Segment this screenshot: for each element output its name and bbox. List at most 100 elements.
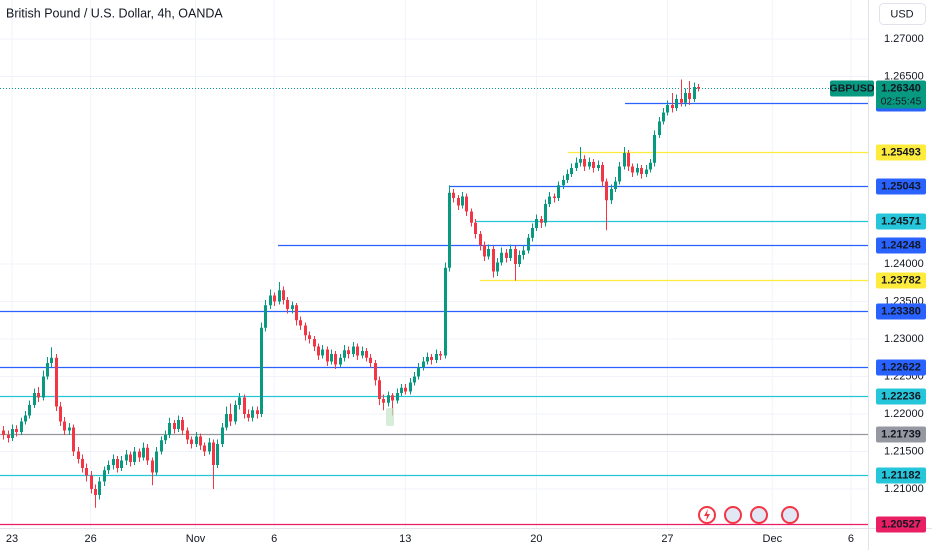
candle-body [688, 93, 691, 99]
candle-body [391, 395, 394, 401]
candle-body [85, 468, 88, 476]
candle-body [505, 252, 508, 258]
candle-body [522, 250, 525, 255]
candle-body [164, 435, 167, 441]
y-tick-label: 1.24000 [884, 258, 924, 270]
candle-body [68, 427, 71, 431]
candle-body [483, 245, 486, 257]
event-icon[interactable] [724, 506, 742, 524]
candle-body [15, 429, 18, 432]
candle-body [631, 166, 634, 173]
candle-body [684, 93, 687, 103]
candle-body [566, 174, 569, 180]
candle-body [208, 442, 211, 452]
candle-body [304, 325, 307, 336]
event-icon[interactable] [750, 506, 768, 524]
candle-body [125, 454, 128, 461]
candle-body [500, 252, 503, 263]
y-tick-label: 1.22000 [884, 408, 924, 420]
candle-body [247, 414, 250, 418]
candle-body [356, 346, 359, 356]
candle-body [680, 99, 683, 103]
candle-body [234, 405, 237, 422]
candle-body [282, 290, 285, 300]
level-label: 1.21739 [881, 428, 921, 440]
candle-body [238, 397, 241, 405]
candle-body [347, 350, 350, 354]
candle-body [492, 249, 495, 272]
candle-body [313, 339, 316, 347]
event-icon-glyph [704, 509, 710, 521]
candle-body [339, 357, 342, 365]
candle-body [50, 357, 53, 363]
candle-body [212, 442, 215, 465]
level-label: 1.22622 [881, 361, 921, 373]
candle-body [557, 185, 560, 198]
candle-body [2, 430, 5, 435]
level-label: 1.24571 [881, 215, 921, 227]
candle-body [649, 162, 652, 170]
candle-body [378, 380, 381, 399]
candle-body [448, 192, 451, 268]
level-label: 1.25043 [881, 180, 921, 192]
candle-body [55, 357, 58, 407]
candle-body [321, 349, 324, 356]
candle-body [605, 181, 608, 201]
x-tick-label: 6 [848, 533, 854, 545]
candle-body [583, 159, 586, 167]
x-tick-label: Nov [186, 533, 206, 545]
candle-body [11, 429, 14, 438]
candle-body [426, 357, 429, 362]
candle-body [422, 361, 425, 368]
level-label-bg [876, 303, 926, 320]
candle-body [675, 99, 678, 108]
x-tick-label: 27 [661, 533, 673, 545]
level-label: 1.21182 [881, 469, 920, 481]
candle-body [37, 393, 40, 398]
x-tick-label: 26 [85, 533, 97, 545]
currency-button[interactable] [879, 3, 926, 25]
countdown: 02:55:45 [881, 95, 922, 107]
candle-body [256, 410, 259, 414]
candle-body [151, 460, 154, 473]
candle-body [396, 393, 399, 401]
candle-body [444, 267, 447, 356]
candle-body [374, 363, 377, 381]
candle-body [623, 153, 626, 167]
candle-body [479, 234, 482, 246]
candle-body [291, 305, 294, 309]
candle-body [579, 159, 582, 163]
candle-body [269, 295, 272, 306]
candle-body [295, 305, 298, 321]
candle-body [72, 427, 75, 452]
candle-body [308, 335, 311, 339]
candle-body [98, 481, 101, 495]
candle-body [264, 305, 267, 328]
candle-body [658, 121, 661, 135]
candle-body [199, 436, 202, 446]
currency: USD [890, 8, 913, 20]
candle-body [640, 168, 643, 174]
candle-body [133, 451, 136, 462]
candle-body [487, 249, 490, 257]
candle-body [361, 351, 364, 356]
candle-body [435, 354, 438, 360]
x-tick-label: 20 [530, 533, 542, 545]
candle-body [627, 153, 630, 167]
y-tick-label: 1.27000 [884, 33, 924, 45]
candle-body [588, 162, 591, 167]
candle-body [142, 447, 145, 458]
candle-body [160, 440, 163, 452]
candle-body [417, 367, 420, 377]
candle-body [330, 354, 333, 362]
y-tick-label: 1.21500 [884, 445, 924, 457]
candle-body [42, 376, 45, 398]
candle-body [439, 354, 442, 356]
candle-body [452, 192, 455, 198]
candle-body [653, 135, 656, 163]
candle-body [470, 211, 473, 223]
candle-body [601, 165, 604, 182]
event-icon[interactable] [781, 506, 799, 524]
candle-body [63, 421, 66, 431]
level-label-bg [876, 388, 926, 405]
